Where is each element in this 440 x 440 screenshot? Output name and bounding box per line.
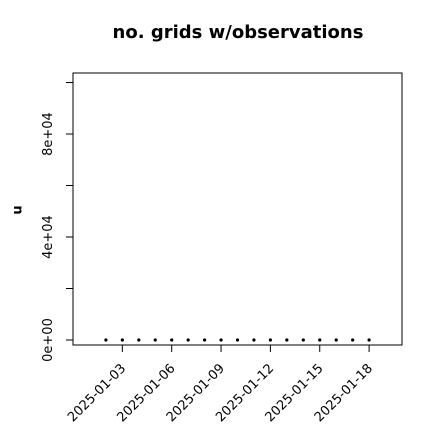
point [285, 338, 289, 342]
y-tick-label: 8e+04 [41, 112, 56, 156]
point [170, 338, 174, 342]
point [268, 338, 272, 342]
point [153, 338, 157, 342]
point [219, 338, 223, 342]
y-tick-label: 4e+04 [41, 215, 56, 259]
point [235, 338, 240, 342]
chart-title: no. grids w/observations [113, 22, 364, 43]
y-tick-label: 0e+00 [41, 318, 56, 362]
plot-box [72, 72, 403, 346]
point [252, 338, 256, 342]
point [367, 338, 371, 342]
point [318, 338, 322, 342]
y-axis-label: n [10, 205, 25, 214]
point [137, 338, 141, 342]
point [351, 338, 355, 342]
point [104, 338, 108, 342]
point [120, 338, 124, 342]
point [186, 338, 190, 342]
point [301, 338, 305, 342]
point [203, 338, 207, 342]
point [334, 338, 338, 342]
